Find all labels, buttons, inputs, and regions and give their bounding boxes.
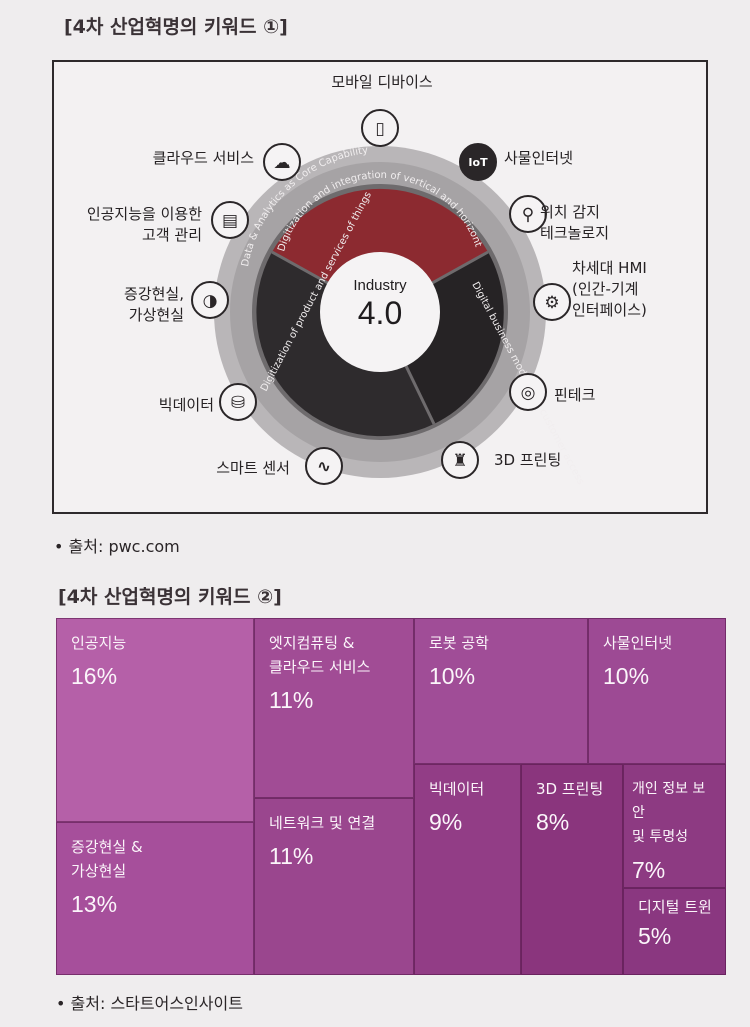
svg-text:⚲: ⚲ [522,205,534,225]
vr-headset-icon: ◑ [191,281,229,319]
cell-name: 사물인터넷 [603,634,673,652]
cell-name: 개인 정보 보안 및 투명성 [632,781,706,845]
cell-robotics: 로봇 공학 10% [414,618,588,764]
cell-name: 인공지능 [71,634,127,652]
cell-network: 네트워크 및 연결 11% [254,798,414,975]
svg-text:▯: ▯ [375,119,384,139]
svg-text:♜: ♜ [452,451,467,471]
cell-percent: 11% [269,687,314,713]
label-3d-printing: 3D 프린팅 [494,451,562,469]
label-smart-sensor: 스마트 센서 [216,459,290,477]
label-location: 위치 감지 테크놀로지 [540,203,610,242]
cell-name: 네트워크 및 연결 [269,814,376,832]
cell-privacy: 개인 정보 보안 및 투명성 7% [623,764,726,888]
svg-text:☁: ☁ [274,153,291,173]
label-fintech: 핀테크 [554,386,596,404]
industry40-wheel: Industry 4.0 Data & Analytics as Core Ca… [54,62,586,487]
svg-text:▤: ▤ [222,211,238,231]
cell-ar-vr: 증강현실 & 가상현실 13% [56,822,254,975]
center-line1: Industry [353,277,407,294]
center-line2: 4.0 [358,295,402,331]
cloud-upload-icon: ☁ [263,143,301,181]
industry40-diagram: Industry 4.0 Data & Analytics as Core Ca… [52,60,708,514]
center-disc [320,252,440,372]
svg-text:◎: ◎ [521,383,536,403]
svg-text:⛁: ⛁ [231,393,245,413]
svg-text:IoT: IoT [468,156,488,169]
label-hmi: 차세대 HMI (인간-기계 인터페이스) [572,259,647,319]
cell-ai: 인공지능 16% [56,618,254,822]
label-mobile-device: 모바일 디바이스 [331,73,433,91]
iot-icon: IoT [459,143,497,181]
cell-percent: 11% [269,843,314,869]
figure2-source: • 출처: 스타트어스인사이트 [56,994,243,1013]
label-bigdata: 빅데이터 [158,396,214,414]
svg-text:∿: ∿ [317,457,331,477]
mobile-device-icon: ▯ [361,109,399,147]
database-plus-icon: ⛁ [219,383,257,421]
cell-digital-twin: 디지털 트윈 5% [623,888,726,975]
sensor-wave-icon: ∿ [305,447,343,485]
location-pin-icon: ⚲ [509,195,547,233]
cell-name: 빅데이터 [429,780,485,798]
fingerprint-icon: ◎ [509,373,547,411]
id-card-icon: ▤ [211,201,249,239]
cell-percent: 13% [71,891,118,917]
cell-percent: 7% [632,857,666,883]
label-ai-crm: 인공지능을 이용한 고객 관리 [86,205,202,244]
cell-percent: 9% [429,809,463,835]
label-iot: 사물인터넷 [504,149,574,167]
3d-printer-icon: ♜ [441,441,479,479]
label-ar-vr: 증강현실, 가상현실 [124,285,184,324]
keyword-treemap: 인공지능 16% 증강현실 & 가상현실 13% 엣지컴퓨팅 & 클라우드 서비… [56,618,726,975]
hmi-gear-icon: ⚙ [533,283,571,321]
cell-percent: 8% [536,809,570,835]
figure2-title: [4차 산업혁명의 키워드 ②] [58,586,282,608]
cell-bigdata: 빅데이터 9% [414,764,521,975]
svg-text:◑: ◑ [203,291,218,311]
figure1-source: • 출처: pwc.com [54,537,180,556]
cell-name: 엣지컴퓨팅 & 클라우드 서비스 [269,634,371,676]
label-cloud: 클라우드 서비스 [152,149,254,167]
cell-edge-cloud: 엣지컴퓨팅 & 클라우드 서비스 11% [254,618,414,798]
cell-name: 증강현실 & 가상현실 [71,838,143,880]
cell-name: 로봇 공학 [429,634,489,652]
cell-percent: 5% [638,923,672,949]
cell-percent: 10% [429,663,476,689]
cell-percent: 10% [603,663,650,689]
svg-text:⚙: ⚙ [544,293,559,313]
cell-name: 디지털 트윈 [638,898,712,916]
cell-percent: 16% [71,663,118,689]
cell-3d-printing: 3D 프린팅 8% [521,764,623,975]
cell-name: 3D 프린팅 [536,780,604,798]
figure1-title: [4차 산업혁명의 키워드 ①] [64,16,288,38]
cell-iot: 사물인터넷 10% [588,618,726,764]
